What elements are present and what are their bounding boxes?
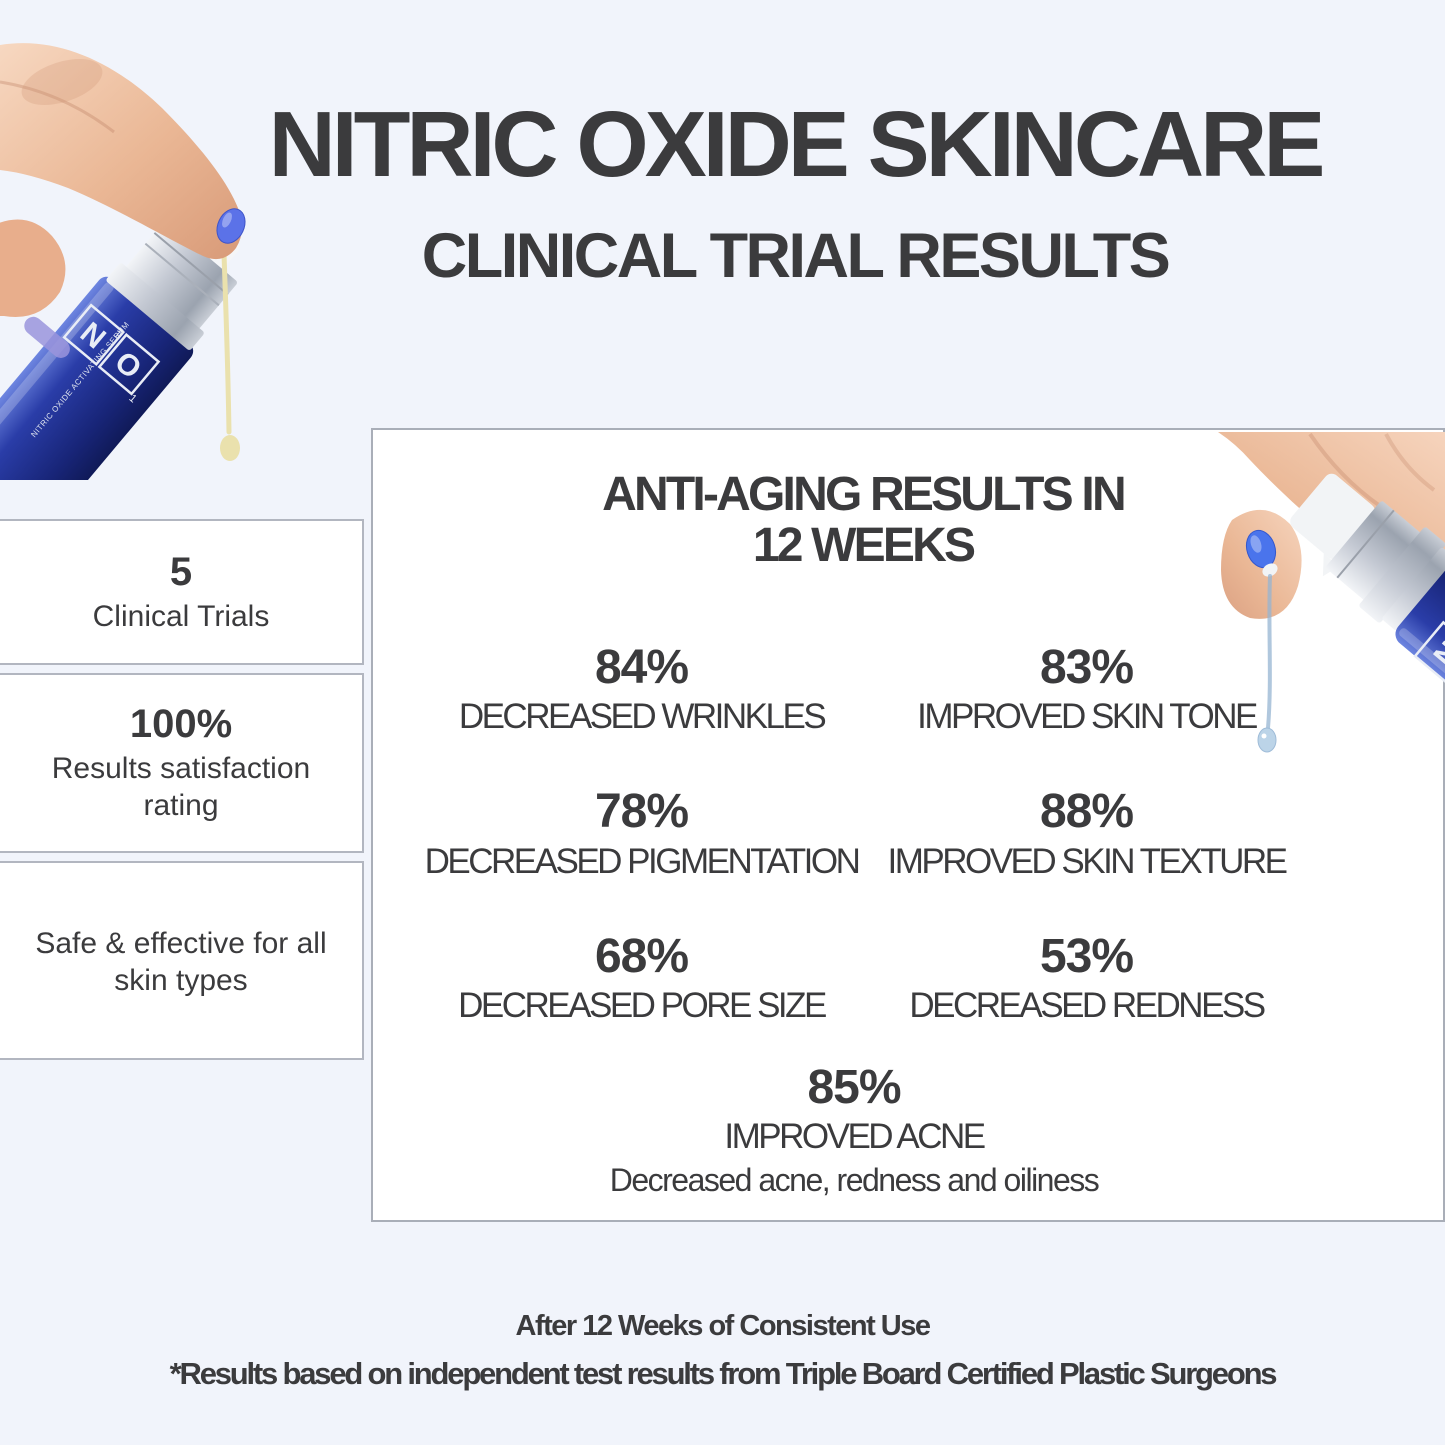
logo-letter-n: N [74, 316, 112, 355]
stat-label: DECREASED PORE SIZE [458, 986, 827, 1026]
side-stat-label: Results satisfaction rating [51, 752, 311, 822]
stat-value: 53% [1039, 929, 1134, 983]
stat-decreased-pigmentation: 78% DECREASED PIGMENTATION [419, 784, 864, 881]
bottle-label [62, 303, 161, 396]
footer-line2: *Results based on independent test resul… [169, 1355, 1278, 1391]
side-stat-safety: Safe & effective for all skin types [0, 861, 364, 1060]
results-panel: ANTI-AGING RESULTS IN 12 WEEKS 84% DECRE… [371, 428, 1445, 1222]
stat-sublabel: Decreased acne, redness and oiliness [609, 1162, 1100, 1199]
stat-label: DECREASED WRINKLES [458, 697, 827, 737]
label-badge [24, 316, 70, 358]
stat-decreased-wrinkles: 84% DECREASED WRINKLES [419, 640, 864, 737]
logo-letter-o: O [108, 345, 147, 385]
side-stat-value: 100% [129, 702, 233, 747]
serum-droplet [220, 435, 240, 461]
page-title: NITRIC OXIDE SKINCARE [268, 92, 1326, 196]
header: NITRIC OXIDE SKINCARE CLINICAL TRIAL RES… [145, 94, 1445, 292]
panel-heading-line2: 12 WEEKS [752, 518, 976, 572]
footer: After 12 Weeks of Consistent Use *Result… [0, 1308, 1445, 1394]
knuckle-shading [21, 58, 103, 106]
stat-decreased-pore-size: 68% DECREASED PORE SIZE [419, 929, 864, 1026]
panel-heading-line1: ANTI-AGING RESULTS IN [602, 468, 1126, 521]
side-stat-value: 5 [169, 549, 193, 594]
stat-label: IMPROVED SKIN TONE [917, 697, 1258, 737]
side-stat-clinical-trials: 5 Clinical Trials [0, 519, 364, 665]
logo-sup: 1 [126, 392, 138, 405]
bottle-small-text: NITRIC OXIDE ACTIVATING SERUM [29, 320, 131, 439]
stat-label: IMPROVED SKIN TEXTURE [887, 841, 1288, 881]
logo-sup: 1 [111, 328, 123, 341]
stat-improved-skin-tone: 83% IMPROVED SKIN TONE [864, 640, 1309, 737]
stat-decreased-redness: 53% DECREASED REDNESS [864, 929, 1309, 1026]
bottle-body [0, 276, 194, 480]
side-stat-label: Safe & effective for all skin types [35, 926, 327, 997]
stat-value: 88% [1039, 785, 1134, 839]
stat-value: 68% [594, 929, 689, 983]
page-subtitle: CLINICAL TRIAL RESULTS [421, 221, 1171, 292]
panel-heading: ANTI-AGING RESULTS IN 12 WEEKS [373, 468, 1353, 572]
stat-label: IMPROVED ACNE [724, 1117, 986, 1157]
stats-grid: 84% DECREASED WRINKLES 83% IMPROVED SKIN… [419, 640, 1309, 1026]
stat-value: 83% [1039, 641, 1134, 694]
stat-label: DECREASED REDNESS [909, 986, 1266, 1026]
stat-value: 84% [594, 641, 689, 694]
stat-improved-skin-texture: 88% IMPROVED SKIN TEXTURE [864, 784, 1309, 881]
stat-label: DECREASED PIGMENTATION [424, 841, 861, 881]
stat-improved-acne: 85% IMPROVED ACNE Decreased acne, rednes… [409, 1060, 1299, 1200]
finger-crease [0, 80, 115, 134]
thumb [0, 219, 66, 317]
stat-value: 85% [807, 1061, 901, 1114]
footer-line1: After 12 Weeks of Consistent Use [515, 1310, 932, 1342]
stat-value: 78% [594, 785, 689, 839]
side-stat-label: Clinical Trials [92, 599, 270, 633]
side-stat-satisfaction: 100% Results satisfaction rating [0, 673, 364, 853]
